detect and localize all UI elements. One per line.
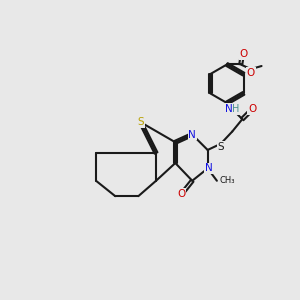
Text: N: N (205, 164, 213, 173)
Text: S: S (137, 117, 144, 127)
Text: N: N (188, 130, 196, 140)
Text: N: N (225, 104, 233, 114)
Text: S: S (218, 142, 224, 152)
Text: O: O (247, 68, 255, 78)
Text: O: O (240, 49, 248, 59)
Text: CH₃: CH₃ (220, 176, 236, 185)
Text: O: O (177, 189, 186, 199)
Text: H: H (232, 104, 240, 114)
Text: O: O (248, 104, 256, 114)
